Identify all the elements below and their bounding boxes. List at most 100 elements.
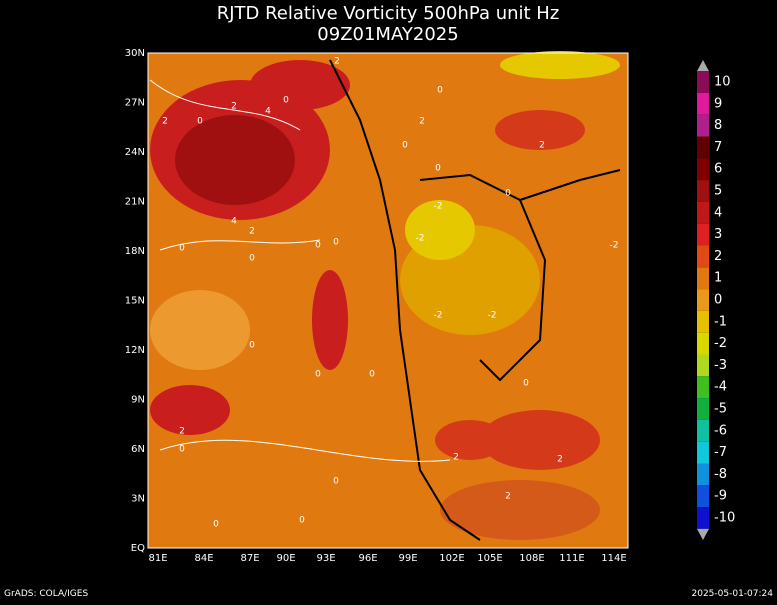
map-frame [147,52,629,549]
colorbar-swatch [697,507,709,529]
colorbar-label: -2 [714,336,727,351]
colorbar-swatch [697,201,709,224]
map-field [148,51,628,548]
contour-label: 0 [523,379,529,389]
colorbar-swatch [697,441,709,464]
colorbar-label: 1 [714,271,722,286]
contour-label: -2 [610,241,619,251]
colorbar-swatch [697,114,709,137]
contour-label: 0 [402,141,408,151]
contour-label: 2 [557,455,563,465]
colorbar-swatch [697,158,709,181]
lon-label: 96E [358,553,377,564]
colorbar-label: 0 [714,293,722,308]
contour-label: 0 [435,164,441,174]
colorbar-label: 7 [714,140,722,155]
lat-label: 12N [125,345,145,356]
lon-label: 84E [194,553,213,564]
lat-label: 9N [131,395,145,406]
colorbar-label: -3 [714,358,727,373]
colorbar-swatch [697,71,709,93]
lat-label: 6N [131,444,145,455]
contour-label: 2 [539,141,545,151]
colorbar-swatch [697,245,709,268]
colorbar-label: -6 [714,423,727,438]
colorbar-label: 2 [714,249,722,264]
contour-label: 0 [315,370,321,380]
contour-label: 0 [315,241,321,251]
contour-label: 2 [505,492,511,502]
contour-label: -2 [416,234,425,244]
contour-label: 0 [333,477,339,487]
contour-label: 2 [419,117,425,127]
lat-label: 30N [125,48,145,59]
lat-label: 21N [125,197,145,208]
colorbar-swatch [697,136,709,159]
contour-label: 0 [299,516,305,526]
colorbar-swatch [697,310,709,333]
contour-label: 4 [265,107,271,117]
footer-left: GrADS: COLA/IGES [4,589,88,599]
colorbar-label: 5 [714,184,722,199]
contour-label: 0 [197,117,203,127]
colorbar-swatch [697,223,709,246]
lon-label: 81E [148,553,167,564]
colorbar-label: -7 [714,445,727,460]
lat-label: 27N [125,98,145,109]
lon-label: 102E [439,553,464,564]
colorbar-label: 10 [714,75,731,90]
colorbar-label: 8 [714,118,722,133]
colorbar-cap-bottom [697,528,709,540]
contour-label: 0 [369,370,375,380]
contour-label: 4 [231,217,237,227]
colorbar-swatch [697,332,709,355]
title: RJTD Relative Vorticity 500hPa unit Hz [217,3,560,24]
colorbar-swatch [697,463,709,486]
colorbar-label: 3 [714,227,722,242]
colorbar-swatch [697,485,709,508]
contour-label: 0 [213,520,219,530]
colorbar-label: 4 [714,205,722,220]
contour-label: 0 [505,189,511,199]
lon-label: 105E [477,553,502,564]
colorbar-label: 6 [714,162,722,177]
colorbar-label: -4 [714,380,727,395]
colorbar-swatch [697,267,709,290]
lon-label: 90E [276,553,295,564]
contour-label: 2 [231,102,237,112]
lat-label: 18N [125,246,145,257]
colorbar-label: -8 [714,467,727,482]
subtitle: 09Z01MAY2025 [317,24,458,45]
contour-label: 0 [179,244,185,254]
colorbar-label: -5 [714,402,727,417]
colorbar-label: -1 [714,314,727,329]
lon-label: 93E [316,553,335,564]
lat-label: EQ [131,543,145,554]
contour-label: 2 [453,453,459,463]
colorbar-label: -10 [714,511,735,526]
colorbar-swatch [697,180,709,202]
contour-label: 0 [249,254,255,264]
lat-label: 24N [125,147,145,158]
colorbar-label: 9 [714,96,722,111]
colorbar-swatch [697,376,709,399]
colorbar-swatch [697,398,709,420]
lon-label: 114E [601,553,626,564]
contour-label: 2 [249,227,255,237]
footer-right: 2025-05-01-07:24 [692,589,774,599]
lat-label: 15N [125,296,145,307]
contour-label: 0 [333,238,339,248]
contour-label: -2 [434,202,443,212]
contour-label: -2 [488,311,497,321]
contour-label: 2 [162,117,168,127]
contour-label: 0 [437,86,443,96]
colorbar-swatch [697,354,709,377]
contour-label: 0 [283,96,289,106]
contour-label: 0 [249,341,255,351]
contour-label: -2 [434,311,443,321]
lat-label: 3N [131,494,145,505]
contour-label: 2 [179,427,185,437]
lon-label: 108E [519,553,544,564]
contour-label: 0 [179,445,185,455]
